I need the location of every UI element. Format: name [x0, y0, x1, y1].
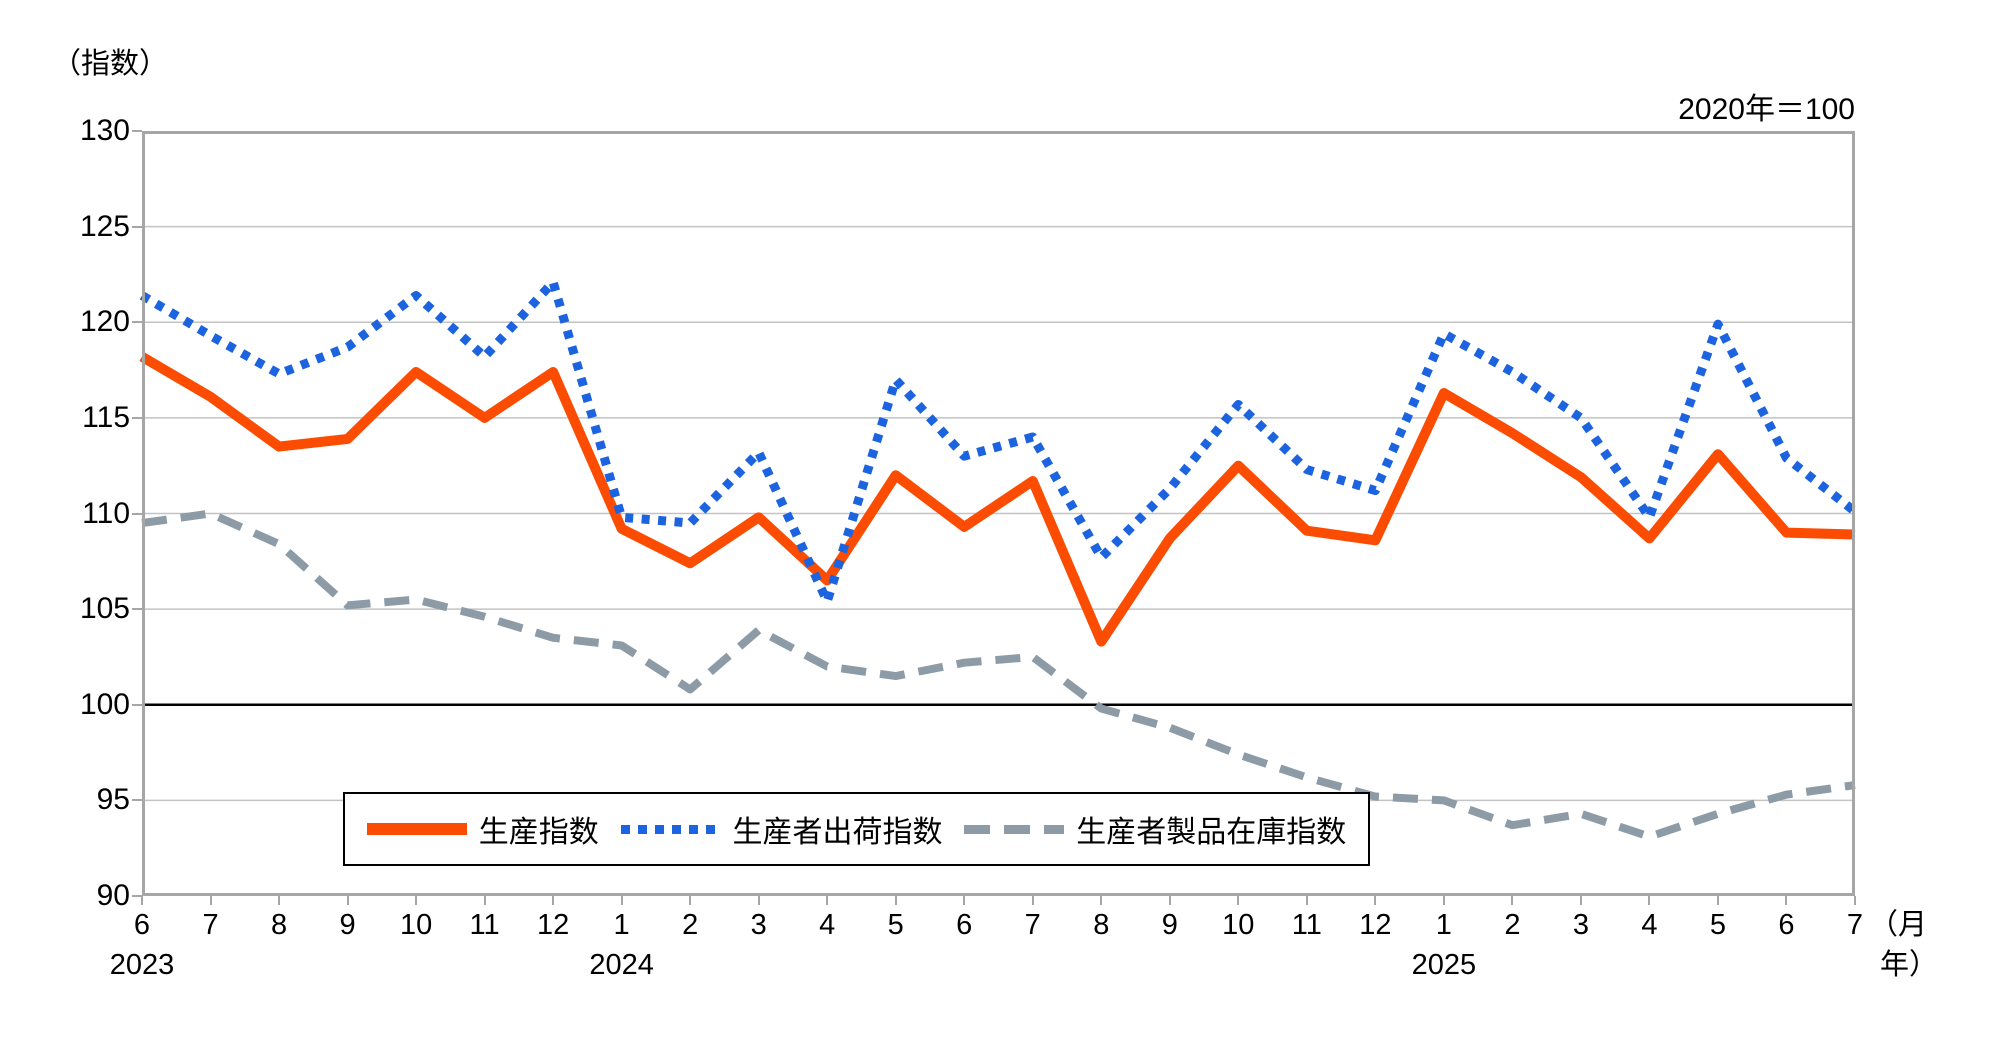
x-tick-label-6: 12 [536, 909, 570, 941]
y-tick-mark [132, 512, 142, 515]
plot-area [139, 131, 1858, 896]
x-tick-label-19: 1 [1435, 909, 1452, 941]
y-tick-mark [132, 130, 142, 132]
inventory-line-swatch [964, 824, 1065, 834]
x-tick-label-1: 7 [202, 909, 219, 941]
x-tick-mark [963, 896, 966, 905]
x-tick-mark [1511, 896, 1514, 905]
x-tick-mark [552, 896, 555, 905]
plot-frame [142, 131, 1855, 896]
year-label-2024: 2024 [589, 949, 654, 981]
shipments-line [139, 277, 1858, 606]
x-tick-label-7: 1 [613, 909, 630, 941]
x-tick-label-15: 9 [1161, 909, 1178, 941]
base-year-note: 2020年＝100 [1678, 93, 1855, 126]
y-tick-label-125: 125 [79, 209, 130, 243]
y-tick-mark [132, 703, 142, 706]
x-axis-unit-year: 年） [1880, 949, 1939, 981]
x-tick-label-5: 11 [469, 909, 500, 941]
production-line-swatch [366, 823, 467, 835]
x-tick-label-14: 8 [1093, 909, 1110, 941]
x-tick-label-8: 2 [682, 909, 699, 941]
x-tick-label-18: 12 [1359, 909, 1392, 941]
y-tick-mark [132, 321, 142, 324]
x-tick-label-4: 10 [399, 909, 433, 941]
x-tick-label-23: 5 [1709, 909, 1727, 941]
y-tick-label-100: 100 [79, 687, 130, 721]
x-tick-mark [141, 896, 143, 905]
chart-svg [139, 131, 1858, 896]
x-tick-mark [1785, 896, 1788, 905]
x-tick-mark [894, 896, 897, 905]
x-tick-mark [1579, 896, 1582, 905]
x-tick-mark [1442, 896, 1445, 905]
x-tick-mark [1648, 896, 1651, 905]
x-tick-mark [209, 896, 212, 905]
year-label-2023: 2023 [109, 949, 175, 981]
x-tick-label-9: 3 [750, 909, 767, 941]
legend-label-production: 生産指数 [478, 816, 599, 849]
x-tick-mark [757, 896, 760, 905]
x-tick-mark [1305, 896, 1308, 905]
x-tick-label-2: 8 [270, 909, 288, 941]
x-tick-mark [1716, 896, 1719, 905]
y-tick-label-115: 115 [82, 400, 130, 434]
y-tick-label-105: 105 [79, 592, 130, 626]
x-tick-label-11: 5 [887, 909, 904, 941]
y-tick-mark [132, 608, 142, 611]
x-tick-mark [620, 896, 623, 905]
y-tick-mark [132, 895, 142, 897]
x-tick-mark [1854, 896, 1856, 905]
x-tick-label-24: 6 [1778, 909, 1795, 941]
x-tick-label-16: 10 [1222, 909, 1255, 941]
x-tick-mark [1100, 896, 1103, 905]
y-tick-label-90: 90 [96, 879, 130, 912]
x-tick-mark [278, 896, 281, 905]
x-tick-label-21: 3 [1572, 909, 1589, 941]
x-tick-label-3: 9 [339, 909, 356, 941]
x-tick-mark [1168, 896, 1171, 905]
x-tick-mark [346, 896, 349, 905]
y-tick-label-120: 120 [79, 305, 130, 339]
x-tick-label-25: 7 [1846, 909, 1864, 941]
y-tick-mark [132, 416, 142, 419]
legend-entry-production: 生産指数 [366, 807, 599, 851]
y-tick-label-110: 110 [82, 496, 130, 530]
y-tick-mark [132, 799, 142, 802]
x-axis-unit-month: （月 [1869, 909, 1928, 941]
legend-entry-shipments: 生産者出荷指数 [620, 807, 943, 851]
x-tick-label-20: 2 [1504, 909, 1521, 941]
x-tick-mark [826, 896, 829, 905]
production-line [139, 352, 1856, 647]
y-tick-mark [132, 225, 142, 228]
y-axis-unit-label: （指数） [52, 48, 169, 80]
x-tick-label-12: 6 [956, 909, 973, 941]
x-tick-mark [689, 896, 692, 905]
legend-entry-inventory: 生産者製品在庫指数 [964, 807, 1346, 851]
x-tick-mark [1237, 896, 1240, 905]
x-tick-mark [415, 896, 418, 905]
year-label-2025: 2025 [1411, 949, 1477, 981]
x-tick-mark [1374, 896, 1377, 905]
x-tick-label-22: 4 [1641, 909, 1658, 941]
legend-label-inventory: 生産者製品在庫指数 [1076, 816, 1347, 849]
x-tick-label-0: 6 [133, 909, 151, 941]
legend-label-shipments: 生産者出荷指数 [732, 816, 943, 849]
shipments-line-swatch [620, 824, 721, 834]
y-tick-label-95: 95 [96, 783, 130, 817]
x-tick-mark [483, 896, 486, 905]
x-tick-label-17: 11 [1291, 909, 1322, 941]
x-tick-label-10: 4 [819, 909, 836, 941]
inventory-line [141, 509, 1856, 841]
x-tick-label-13: 7 [1024, 909, 1041, 941]
x-tick-mark [1031, 896, 1034, 905]
y-tick-label-130: 130 [79, 114, 130, 147]
legend-box: 生産指数 生産者出荷指数 生産者製品在庫指数 [343, 792, 1370, 866]
